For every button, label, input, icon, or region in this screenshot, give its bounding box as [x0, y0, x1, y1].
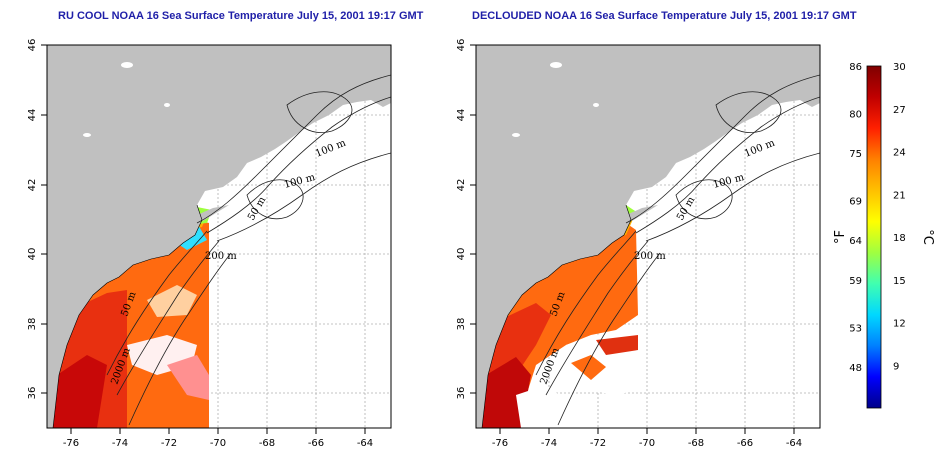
x-tick-label: -72	[161, 438, 177, 449]
contour-label: 200 m	[205, 251, 237, 262]
colorbar-celsius-tick: 30	[893, 62, 906, 73]
x-tick-label: -64	[357, 438, 373, 449]
y-tick-label: 38	[27, 318, 38, 331]
x-tick-label: -66	[737, 438, 753, 449]
colorbar-fahrenheit-tick: 48	[849, 363, 862, 374]
x-tick-label: -74	[541, 438, 557, 449]
x-tick-label: -72	[590, 438, 606, 449]
x-tick-label: -70	[210, 438, 226, 449]
left-map-title: RU COOL NOAA 16 Sea Surface Temperature …	[58, 10, 424, 22]
y-tick-label: 46	[456, 39, 467, 52]
colorbar-fahrenheit-tick: 59	[849, 276, 862, 287]
colorbar-celsius-tick: 15	[893, 276, 906, 287]
y-tick-label: 46	[27, 39, 38, 52]
x-tick-label: -66	[308, 438, 324, 449]
x-tick-label: -74	[112, 438, 128, 449]
y-tick-label: 42	[456, 179, 467, 192]
x-tick-label: -68	[259, 438, 275, 449]
x-tick-label: -76	[492, 438, 508, 449]
colorbar-celsius-tick: 24	[893, 148, 906, 159]
colorbar-gradient	[866, 65, 882, 409]
colorbar-fahrenheit-tick: 69	[849, 197, 862, 208]
x-tick-label: -64	[786, 438, 802, 449]
y-tick-label: 36	[456, 387, 467, 400]
colorbar-celsius-tick: 9	[893, 361, 899, 372]
colorbar-fahrenheit-tick: 75	[849, 149, 862, 160]
y-tick-label: 40	[27, 248, 38, 261]
colorbar-fahrenheit-tick: 86	[849, 62, 862, 73]
y-tick-label: 44	[456, 109, 467, 122]
y-tick-label: 38	[456, 318, 467, 331]
colorbar-fahrenheit-tick: 53	[849, 323, 862, 334]
contour-label: 200 m	[634, 251, 666, 262]
right-map-title: DECLOUDED NOAA 16 Sea Surface Temperatur…	[472, 10, 857, 22]
colorbar-celsius-tick: 27	[893, 105, 906, 116]
y-tick-label: 44	[27, 109, 38, 122]
colorbar-fahrenheit-tick: 80	[849, 110, 862, 121]
x-tick-label: -70	[639, 438, 655, 449]
left-map-panel: 100 m 100 m 50 m 200 m 50 m 2000 m -76 -…	[27, 39, 392, 449]
colorbar-fahrenheit-tick: 64	[849, 236, 862, 247]
y-tick-label: 42	[27, 179, 38, 192]
celsius-unit-label: °C	[920, 229, 935, 245]
fahrenheit-unit-label: °F	[833, 230, 848, 244]
y-tick-label: 40	[456, 248, 467, 261]
temperature-colorbar: 86 80 75 69 64 59 53 48 30 27 24 21 18 15 12 9 °F °C	[833, 62, 935, 409]
right-map-panel: 100 m 100 m 50 m 200 m 50 m 2000 m -76 -…	[456, 39, 821, 449]
x-tick-label: -76	[63, 438, 79, 449]
colorbar-celsius-tick: 18	[893, 233, 906, 244]
x-tick-label: -68	[688, 438, 704, 449]
colorbar-celsius-tick: 12	[893, 319, 906, 330]
colorbar-celsius-tick: 21	[893, 190, 906, 201]
y-tick-label: 36	[27, 387, 38, 400]
